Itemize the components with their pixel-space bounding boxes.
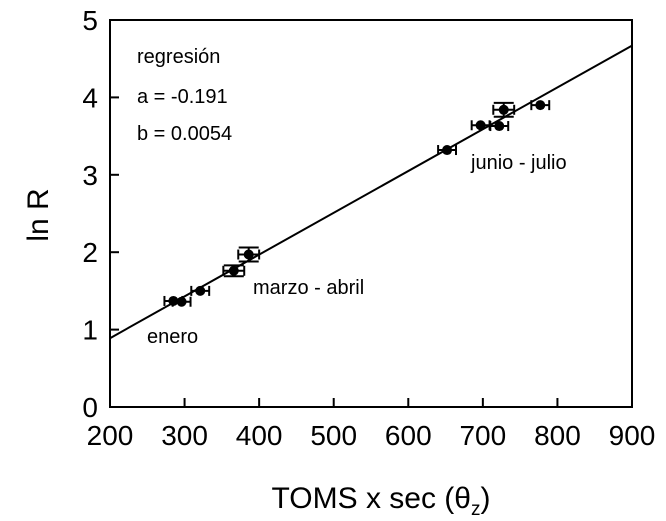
x-axis-ticks bbox=[109, 398, 633, 407]
x-tick-label: 700 bbox=[459, 420, 506, 451]
point-marker bbox=[195, 285, 206, 296]
point-marker bbox=[498, 104, 509, 115]
x-tick-label: 300 bbox=[161, 420, 208, 451]
data-point bbox=[190, 285, 211, 296]
data-points bbox=[163, 100, 551, 307]
x-tick-label: 800 bbox=[534, 420, 581, 451]
plot-area bbox=[109, 19, 633, 408]
x-tick-labels: 200 300 400 500 600 700 800 900 bbox=[87, 420, 656, 451]
point-marker bbox=[475, 120, 486, 131]
label-junio-julio: junio - julio bbox=[470, 152, 567, 174]
point-marker bbox=[442, 145, 453, 156]
y-tick-label: 2 bbox=[82, 237, 98, 268]
x-tick-label: 600 bbox=[385, 420, 432, 451]
point-marker bbox=[243, 249, 254, 260]
x-tick-label: 400 bbox=[236, 420, 283, 451]
x-tick-label: 500 bbox=[310, 420, 357, 451]
point-marker bbox=[228, 265, 239, 276]
x-tick-label: 900 bbox=[609, 420, 656, 451]
plot-frame bbox=[109, 19, 633, 408]
data-point bbox=[237, 246, 261, 263]
data-point bbox=[470, 120, 491, 131]
regression-title: regresión bbox=[137, 46, 220, 68]
label-marzo-abril: marzo - abril bbox=[253, 277, 364, 299]
x-axis-title: TOMS x sec (θz) bbox=[272, 482, 491, 520]
data-point bbox=[222, 264, 246, 278]
y-tick-label: 0 bbox=[82, 392, 98, 423]
data-point bbox=[489, 121, 510, 132]
y-tick-label: 1 bbox=[82, 315, 98, 346]
data-point bbox=[492, 101, 516, 118]
regression-b: b = 0.0054 bbox=[137, 123, 232, 145]
y-tick-labels: 0 1 2 3 4 5 bbox=[82, 5, 98, 423]
y-axis-title: ln R bbox=[22, 188, 55, 241]
data-point bbox=[437, 145, 458, 156]
point-marker bbox=[494, 121, 505, 132]
data-point bbox=[171, 296, 192, 307]
x-axis-title-close: ) bbox=[480, 482, 490, 515]
regression-a: a = -0.191 bbox=[137, 86, 228, 108]
y-tick-label: 5 bbox=[82, 5, 98, 36]
point-marker bbox=[535, 100, 546, 111]
point-marker bbox=[176, 296, 187, 307]
y-tick-label: 4 bbox=[82, 82, 98, 113]
x-tick-label: 200 bbox=[87, 420, 134, 451]
x-axis-title-main: TOMS x sec (θ bbox=[272, 482, 471, 515]
y-axis-ticks bbox=[110, 19, 119, 408]
y-tick-label: 3 bbox=[82, 160, 98, 191]
x-axis-title-subscript: z bbox=[471, 499, 481, 520]
label-enero: enero bbox=[147, 326, 198, 348]
data-point bbox=[530, 100, 551, 111]
